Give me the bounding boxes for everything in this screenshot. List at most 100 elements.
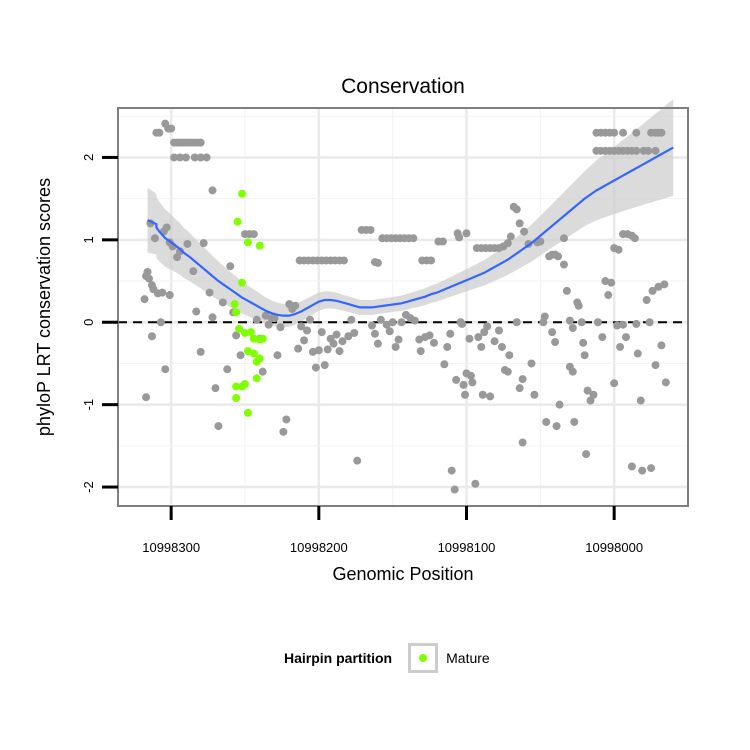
data-point: [506, 232, 515, 241]
data-point: [582, 450, 591, 459]
data-point: [619, 128, 628, 137]
data-point: [252, 315, 261, 324]
data-point: [176, 247, 185, 256]
data-point: [425, 331, 434, 340]
data-point: [515, 219, 524, 228]
data-point: [232, 331, 241, 340]
data-point: [344, 332, 353, 341]
data-point: [303, 326, 312, 335]
data-point: [323, 345, 332, 354]
data-point: [633, 349, 642, 358]
data-point: [196, 138, 205, 147]
mature-data-point: [232, 382, 241, 391]
data-point: [335, 347, 344, 356]
data-point: [589, 390, 598, 399]
data-point: [339, 256, 348, 265]
mature-data-point: [240, 328, 249, 337]
data-point: [657, 341, 666, 350]
data-point: [632, 319, 641, 328]
data-point: [466, 371, 475, 380]
data-point: [190, 153, 199, 162]
data-point: [471, 479, 480, 488]
data-point: [208, 313, 217, 322]
data-point: [630, 234, 639, 243]
data-point: [440, 360, 449, 369]
data-point: [458, 319, 467, 328]
data-point: [452, 375, 461, 384]
data-point: [619, 320, 628, 329]
mature-data-point: [230, 300, 239, 309]
data-point: [170, 153, 179, 162]
data-point: [497, 342, 506, 351]
data-point: [515, 384, 524, 393]
data-point: [162, 223, 171, 232]
data-point: [226, 262, 235, 271]
legend-label-mature: Mature: [446, 650, 490, 666]
data-point: [264, 320, 273, 329]
data-point: [446, 329, 455, 338]
data-point: [218, 298, 227, 307]
data-point: [552, 422, 561, 431]
data-point: [320, 361, 329, 370]
data-point: [477, 342, 486, 351]
data-point: [647, 464, 656, 473]
data-point: [459, 380, 468, 389]
data-point: [388, 318, 397, 327]
data-point: [527, 359, 536, 368]
data-points: [140, 119, 670, 494]
mature-data-point: [252, 374, 261, 383]
data-point: [651, 361, 660, 370]
data-point: [142, 393, 151, 402]
mature-data-point: [255, 335, 264, 344]
data-point: [161, 365, 170, 374]
data-point: [447, 466, 456, 475]
data-point: [512, 318, 521, 327]
legend-point-icon: [419, 654, 428, 662]
data-point: [367, 321, 376, 330]
data-point: [474, 333, 483, 342]
x-tick-label: 10998000: [585, 540, 643, 555]
data-point: [311, 363, 320, 372]
data-point: [208, 186, 217, 195]
data-point: [580, 351, 589, 360]
data-point: [555, 400, 564, 409]
legend-title: Hairpin partition: [284, 650, 393, 666]
data-point: [568, 367, 577, 376]
data-point: [258, 367, 267, 376]
data-point: [551, 338, 560, 347]
legend: Hairpin partition Mature: [284, 641, 490, 675]
data-point: [648, 286, 657, 295]
data-point: [350, 328, 359, 337]
data-point: [165, 291, 174, 300]
data-point: [140, 295, 149, 304]
data-point: [314, 346, 323, 355]
data-point: [156, 318, 165, 327]
data-point: [181, 153, 190, 162]
data-point: [598, 333, 607, 342]
data-point: [410, 316, 419, 325]
data-point: [660, 280, 669, 289]
data-point: [542, 417, 551, 426]
data-point: [366, 225, 375, 234]
data-point: [651, 146, 660, 155]
data-point: [353, 456, 362, 465]
data-point: [443, 342, 452, 351]
data-point: [249, 230, 258, 239]
data-point: [520, 227, 529, 236]
data-point: [427, 256, 436, 265]
data-point: [644, 146, 653, 155]
data-point: [294, 344, 303, 353]
data-point: [465, 334, 474, 343]
data-point: [607, 278, 616, 287]
data-point: [579, 338, 588, 347]
data-point: [512, 205, 521, 214]
data-point: [604, 291, 613, 300]
y-tick-label: -1: [81, 399, 96, 411]
mature-data-point: [232, 394, 241, 403]
data-point: [559, 260, 568, 269]
data-point: [518, 375, 527, 384]
data-point: [645, 318, 654, 327]
data-point: [583, 386, 592, 395]
data-point: [317, 328, 326, 337]
x-tick-label: 10998100: [438, 540, 496, 555]
